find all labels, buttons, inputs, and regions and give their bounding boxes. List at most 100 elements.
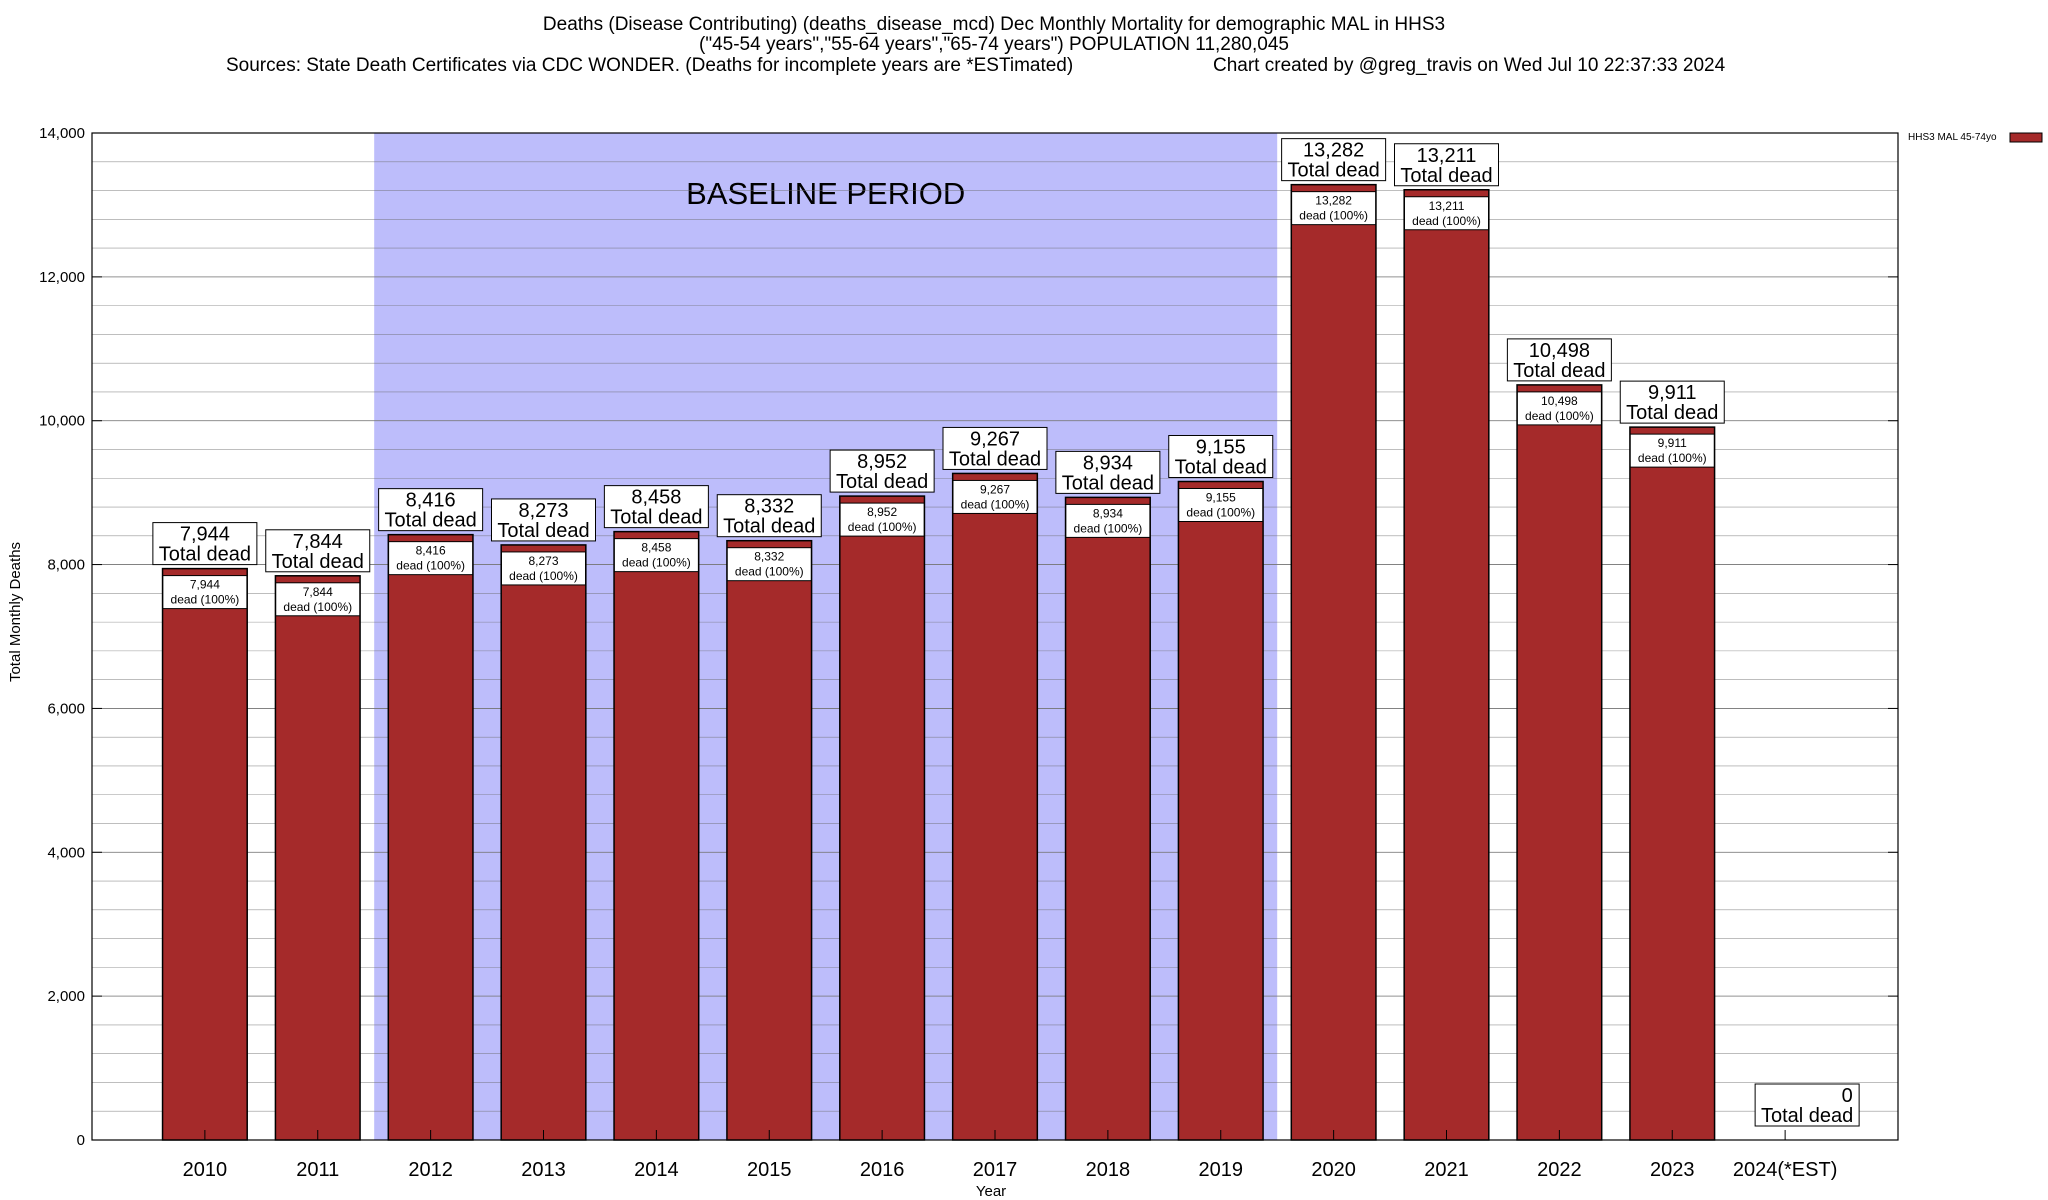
- bar: [1290, 183, 1377, 1141]
- bar-top-total-label: Total dead: [1761, 1105, 1853, 1127]
- bar-inner-value-label: 7,844: [303, 585, 333, 599]
- bar-top-label-box: [1619, 380, 1725, 424]
- y-tick-label: 8,000: [47, 557, 85, 574]
- bar-inner-dead-label: dead (100%): [509, 569, 578, 583]
- bar-top-total-label: Total dead: [384, 510, 476, 532]
- bar-top-value-label: 9,911: [1648, 382, 1697, 404]
- x-tick-label: 2015: [747, 1159, 792, 1181]
- x-tick-label: 2018: [1086, 1159, 1131, 1181]
- bar-inner-dead-label: dead (100%): [1074, 521, 1143, 535]
- bar-top-value-label: 9,267: [970, 428, 1020, 450]
- bar-inner-value-label: 8,458: [641, 541, 671, 555]
- legend: HHS3 MAL 45-74yo: [1908, 132, 2043, 143]
- x-tick-label: 2016: [860, 1159, 905, 1181]
- bar-inner-value-label: 13,282: [1315, 194, 1352, 208]
- chart-sources: Sources: State Death Certificates via CD…: [226, 55, 1073, 76]
- bar-top-label-box: [265, 529, 371, 573]
- bar: [1516, 384, 1603, 1141]
- x-tick-label: 2014: [634, 1159, 679, 1181]
- legend-label: HHS3 MAL 45-74yo: [1908, 132, 1997, 143]
- bar: [274, 575, 361, 1141]
- bar: [387, 533, 474, 1141]
- bar-top-value-label: 0: [1842, 1085, 1853, 1107]
- bar-inner-label-box: [839, 502, 925, 537]
- bar: [726, 539, 813, 1141]
- bar-top-total-label: Total dead: [1175, 456, 1267, 478]
- x-tick-label: 2019: [1199, 1159, 1244, 1181]
- bar-inner-label-box: [1404, 196, 1489, 231]
- bar-top-total-label: Total dead: [1062, 472, 1154, 494]
- bar-inner-label-box: [1629, 433, 1715, 468]
- bar-top-label-box: [603, 485, 709, 529]
- bar-top-total-label: Total dead: [1513, 360, 1605, 382]
- y-tick-label: 4,000: [47, 844, 85, 861]
- chart-title: Deaths (Disease Contributing) (deaths_di…: [543, 14, 1445, 35]
- bar-top-value-label: 8,952: [857, 451, 907, 473]
- bar-inner-label-box: [613, 538, 699, 573]
- bar-inner-value-label: 9,911: [1658, 436, 1687, 450]
- chart-subtitle: ("45-54 years","55-64 years","65-74 year…: [699, 34, 1289, 55]
- bar-top-total-label: Total dead: [159, 544, 251, 566]
- y-axis-label: Total Monthly Deaths: [7, 542, 24, 682]
- bar-top-total-label: Total dead: [272, 551, 364, 573]
- chart-credit: Chart created by @greg_travis on Wed Jul…: [1213, 55, 1726, 76]
- bar-inner-value-label: 8,416: [416, 544, 446, 558]
- bar: [613, 530, 700, 1141]
- bar-inner-label-box: [275, 582, 361, 617]
- bar-inner-dead-label: dead (100%): [1638, 451, 1707, 465]
- bar: [951, 472, 1039, 1141]
- bar-top-value-label: 13,282: [1303, 140, 1364, 162]
- bar: [1403, 189, 1490, 1141]
- bar-top-label-box: [491, 498, 596, 542]
- bar-inner-label-box: [1178, 487, 1264, 522]
- x-tick-label: 2011: [296, 1159, 339, 1181]
- bar-top-label-box: [1506, 338, 1612, 382]
- x-tick-label: 2022: [1537, 1159, 1582, 1181]
- bar-top-label-box: [829, 449, 935, 493]
- bar-inner-value-label: 10,498: [1541, 394, 1578, 408]
- bar-inner-dead-label: dead (100%): [283, 600, 352, 614]
- bar-top-total-label: Total dead: [1287, 160, 1379, 182]
- bar-top-value-label: 8,458: [631, 487, 681, 509]
- bar-inner-value-label: 8,273: [528, 554, 558, 568]
- bar-inner-value-label: 13,211: [1429, 199, 1465, 213]
- y-tick-label: 14,000: [39, 125, 85, 142]
- bar-inner-label-box: [1291, 191, 1377, 226]
- bar-top-label-box: [1281, 138, 1387, 182]
- x-tick-label: 2017: [973, 1159, 1018, 1181]
- bar-top-total-label: Total dead: [1626, 402, 1718, 424]
- bar-inner-value-label: 8,332: [754, 550, 784, 564]
- bar-top-total-label: Total dead: [836, 471, 928, 493]
- x-tick-label: 2013: [521, 1159, 566, 1181]
- y-tick-label: 10,000: [39, 413, 85, 430]
- bar: [161, 567, 248, 1141]
- bar-top-label-box: [1754, 1083, 1860, 1127]
- bar-top-label-box: [378, 488, 484, 532]
- bar-top-label-box: [716, 494, 822, 538]
- x-tick-label: 2024(*EST): [1733, 1159, 1838, 1181]
- bar-inner-label-box: [1516, 391, 1602, 426]
- x-tick-label: 2023: [1650, 1159, 1695, 1181]
- bar-top-value-label: 8,934: [1083, 452, 1133, 474]
- bar: [1629, 426, 1716, 1141]
- bar-inner-dead-label: dead (100%): [735, 565, 804, 579]
- bar-top-label-box: [942, 426, 1048, 470]
- bar-inner-dead-label: dead (100%): [1186, 505, 1255, 519]
- bar-inner-dead-label: dead (100%): [961, 497, 1030, 511]
- bar-top-label-box: [1394, 143, 1499, 187]
- bar-inner-dead-label: dead (100%): [622, 556, 691, 570]
- bar-inner-dead-label: dead (100%): [1299, 209, 1368, 223]
- bar: [1064, 496, 1151, 1141]
- bar-top-value-label: 8,416: [406, 490, 456, 512]
- bar-inner-dead-label: dead (100%): [1412, 214, 1481, 228]
- bar: [839, 495, 926, 1141]
- bar-top-total-label: Total dead: [949, 448, 1041, 470]
- bar-inner-value-label: 8,952: [867, 505, 897, 519]
- bar-inner-label-box: [726, 547, 812, 582]
- bar-inner-label-box: [1065, 503, 1151, 538]
- x-tick-label: 2020: [1311, 1159, 1356, 1181]
- bar-inner-value-label: 9,155: [1206, 490, 1236, 504]
- bar: [500, 544, 587, 1141]
